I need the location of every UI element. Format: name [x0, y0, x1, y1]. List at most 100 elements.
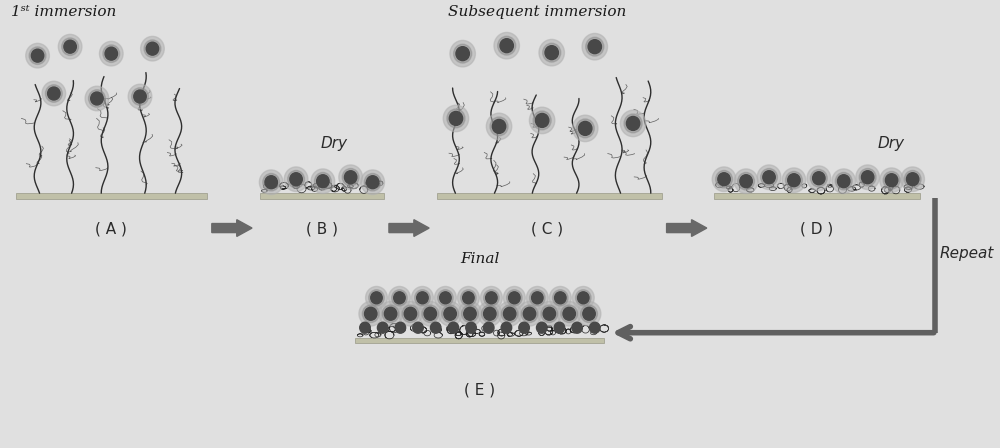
- Circle shape: [590, 322, 600, 333]
- Circle shape: [288, 171, 304, 188]
- Circle shape: [541, 305, 558, 323]
- Circle shape: [716, 171, 732, 188]
- Circle shape: [718, 173, 730, 186]
- Text: ( C ): ( C ): [531, 221, 563, 236]
- Circle shape: [509, 292, 520, 304]
- Circle shape: [394, 292, 405, 304]
- Circle shape: [417, 292, 428, 304]
- Circle shape: [536, 322, 547, 333]
- Circle shape: [440, 292, 451, 304]
- Circle shape: [424, 307, 437, 320]
- Circle shape: [438, 302, 462, 326]
- Circle shape: [856, 165, 879, 190]
- Circle shape: [490, 117, 508, 136]
- Circle shape: [507, 290, 522, 306]
- Circle shape: [576, 119, 594, 138]
- Circle shape: [539, 39, 564, 66]
- Circle shape: [371, 292, 382, 304]
- FancyArrow shape: [212, 220, 252, 237]
- Circle shape: [91, 92, 103, 105]
- Circle shape: [835, 172, 852, 190]
- Circle shape: [382, 305, 399, 323]
- Bar: [260, 193, 384, 198]
- Circle shape: [581, 305, 597, 323]
- Circle shape: [492, 120, 506, 134]
- Circle shape: [861, 171, 874, 184]
- Circle shape: [449, 112, 463, 125]
- Circle shape: [572, 322, 582, 333]
- Circle shape: [456, 47, 469, 60]
- Text: ( B ): ( B ): [306, 221, 338, 236]
- Circle shape: [579, 121, 592, 135]
- Circle shape: [463, 292, 474, 304]
- Circle shape: [486, 113, 512, 140]
- Circle shape: [443, 105, 469, 132]
- Circle shape: [786, 172, 802, 189]
- Circle shape: [360, 322, 370, 333]
- Circle shape: [141, 36, 164, 61]
- Circle shape: [494, 32, 519, 59]
- Circle shape: [404, 307, 417, 320]
- Circle shape: [483, 322, 494, 333]
- Circle shape: [519, 322, 529, 333]
- Circle shape: [369, 290, 384, 306]
- Circle shape: [418, 302, 442, 326]
- Circle shape: [450, 40, 475, 67]
- Bar: [16, 193, 207, 198]
- Circle shape: [484, 290, 499, 306]
- Circle shape: [478, 302, 502, 326]
- Circle shape: [458, 302, 482, 326]
- Circle shape: [529, 107, 555, 134]
- Circle shape: [532, 292, 543, 304]
- Circle shape: [545, 46, 558, 60]
- Circle shape: [484, 307, 496, 320]
- Circle shape: [384, 307, 397, 320]
- Circle shape: [466, 322, 476, 333]
- Circle shape: [500, 39, 513, 53]
- Circle shape: [810, 169, 827, 187]
- Circle shape: [578, 292, 589, 304]
- Text: 1ˢᵗ immersion: 1ˢᵗ immersion: [11, 5, 116, 19]
- Bar: [437, 193, 662, 198]
- Circle shape: [422, 305, 439, 323]
- Circle shape: [837, 175, 850, 188]
- Circle shape: [557, 302, 581, 326]
- Circle shape: [58, 34, 82, 59]
- Circle shape: [582, 34, 608, 60]
- Circle shape: [486, 292, 497, 304]
- Text: Final: Final: [460, 252, 500, 266]
- Bar: [355, 338, 604, 343]
- Circle shape: [265, 176, 277, 189]
- Circle shape: [395, 322, 406, 333]
- Circle shape: [259, 170, 283, 194]
- Circle shape: [588, 40, 601, 54]
- Circle shape: [85, 86, 109, 111]
- FancyArrow shape: [667, 220, 707, 237]
- Circle shape: [454, 44, 472, 63]
- Circle shape: [763, 171, 775, 184]
- Circle shape: [712, 167, 736, 192]
- Circle shape: [366, 286, 387, 309]
- Circle shape: [402, 305, 419, 323]
- Circle shape: [813, 172, 825, 185]
- Circle shape: [366, 176, 379, 189]
- Circle shape: [543, 43, 561, 62]
- Circle shape: [42, 81, 66, 106]
- Circle shape: [553, 290, 568, 306]
- Circle shape: [538, 302, 561, 326]
- Circle shape: [362, 305, 379, 323]
- Circle shape: [364, 173, 381, 191]
- Circle shape: [462, 305, 478, 323]
- Circle shape: [284, 167, 308, 192]
- Circle shape: [885, 174, 898, 187]
- Circle shape: [26, 43, 49, 68]
- Text: Subsequent immersion: Subsequent immersion: [448, 5, 627, 19]
- Circle shape: [904, 171, 921, 188]
- Circle shape: [290, 173, 302, 186]
- Circle shape: [103, 45, 120, 62]
- Circle shape: [134, 90, 146, 103]
- Circle shape: [535, 113, 549, 127]
- Circle shape: [438, 290, 453, 306]
- Circle shape: [501, 305, 518, 323]
- Circle shape: [377, 322, 388, 333]
